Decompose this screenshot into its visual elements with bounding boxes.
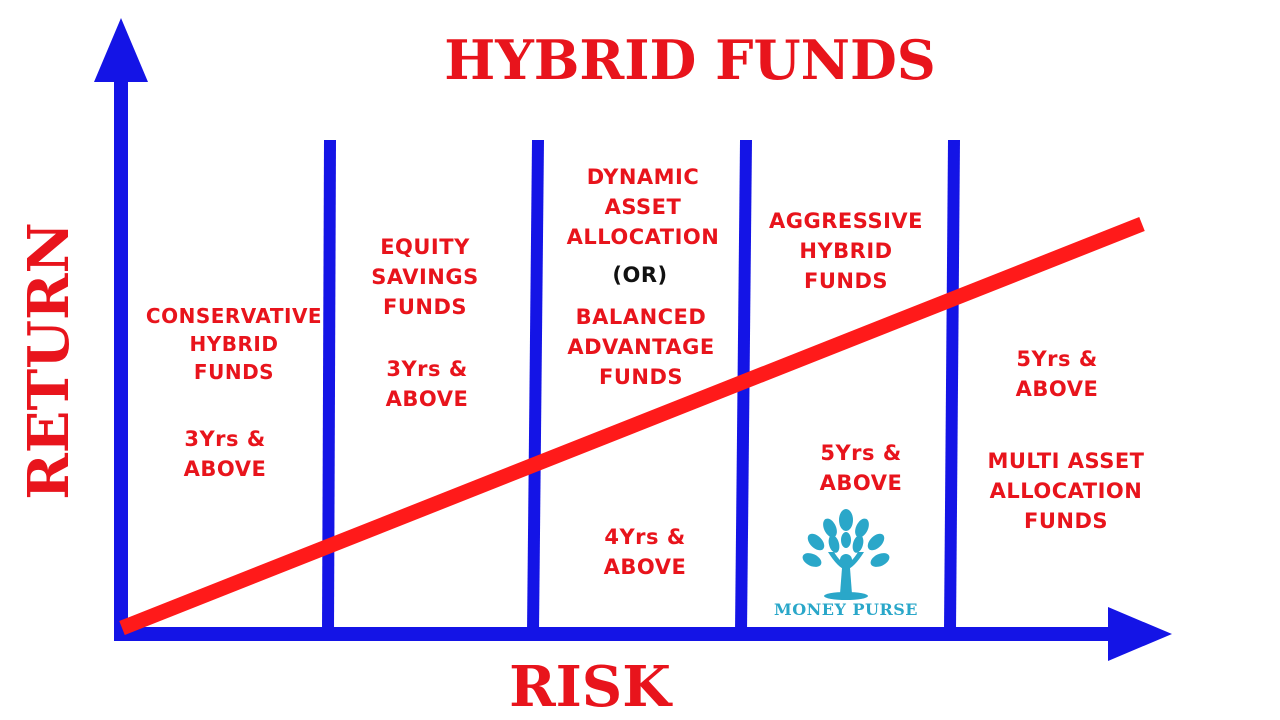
category-horizon-aggressive-hybrid: 5Yrs & ABOVE <box>819 441 903 495</box>
y-axis-label: RETURN <box>16 222 82 500</box>
column-divider-2 <box>527 139 544 633</box>
category-name-conservative-hybrid: CONSERVATIVE HYBRID FUNDS <box>145 304 323 384</box>
money-purse-logo: MONEY PURSE <box>766 508 926 628</box>
category-horizon-dynamic-asset-allocation: 4Yrs & ABOVE <box>603 525 687 579</box>
category-horizon-equity-savings: 3Yrs & ABOVE <box>385 357 469 411</box>
category-horizon-multi-asset: 5Yrs & ABOVE <box>1015 347 1099 401</box>
category-name-balanced-advantage: BALANCED ADVANTAGE FUNDS <box>567 305 715 389</box>
category-name-aggressive-hybrid: AGGRESSIVE HYBRID FUNDS <box>769 209 923 293</box>
tree-person-icon <box>802 509 890 600</box>
diagram-title: HYBRID FUNDS <box>444 28 936 92</box>
logo-text: MONEY PURSE <box>774 600 918 619</box>
y-axis-arrowhead <box>94 18 148 82</box>
category-or-separator: (OR) <box>612 263 668 287</box>
x-axis-label: RISK <box>509 654 671 720</box>
risk-return-trend-line <box>119 217 1145 635</box>
category-name-multi-asset: MULTI ASSET ALLOCATION FUNDS <box>987 449 1145 533</box>
category-horizon-conservative-hybrid: 3Yrs & ABOVE <box>183 427 267 481</box>
category-name-equity-savings: EQUITY SAVINGS FUNDS <box>371 235 479 319</box>
column-divider-4 <box>944 139 960 631</box>
category-name-dynamic-asset-allocation: DYNAMIC ASSET ALLOCATION <box>566 165 720 249</box>
x-axis-arrowhead <box>1108 607 1172 661</box>
column-divider-1 <box>322 139 336 633</box>
